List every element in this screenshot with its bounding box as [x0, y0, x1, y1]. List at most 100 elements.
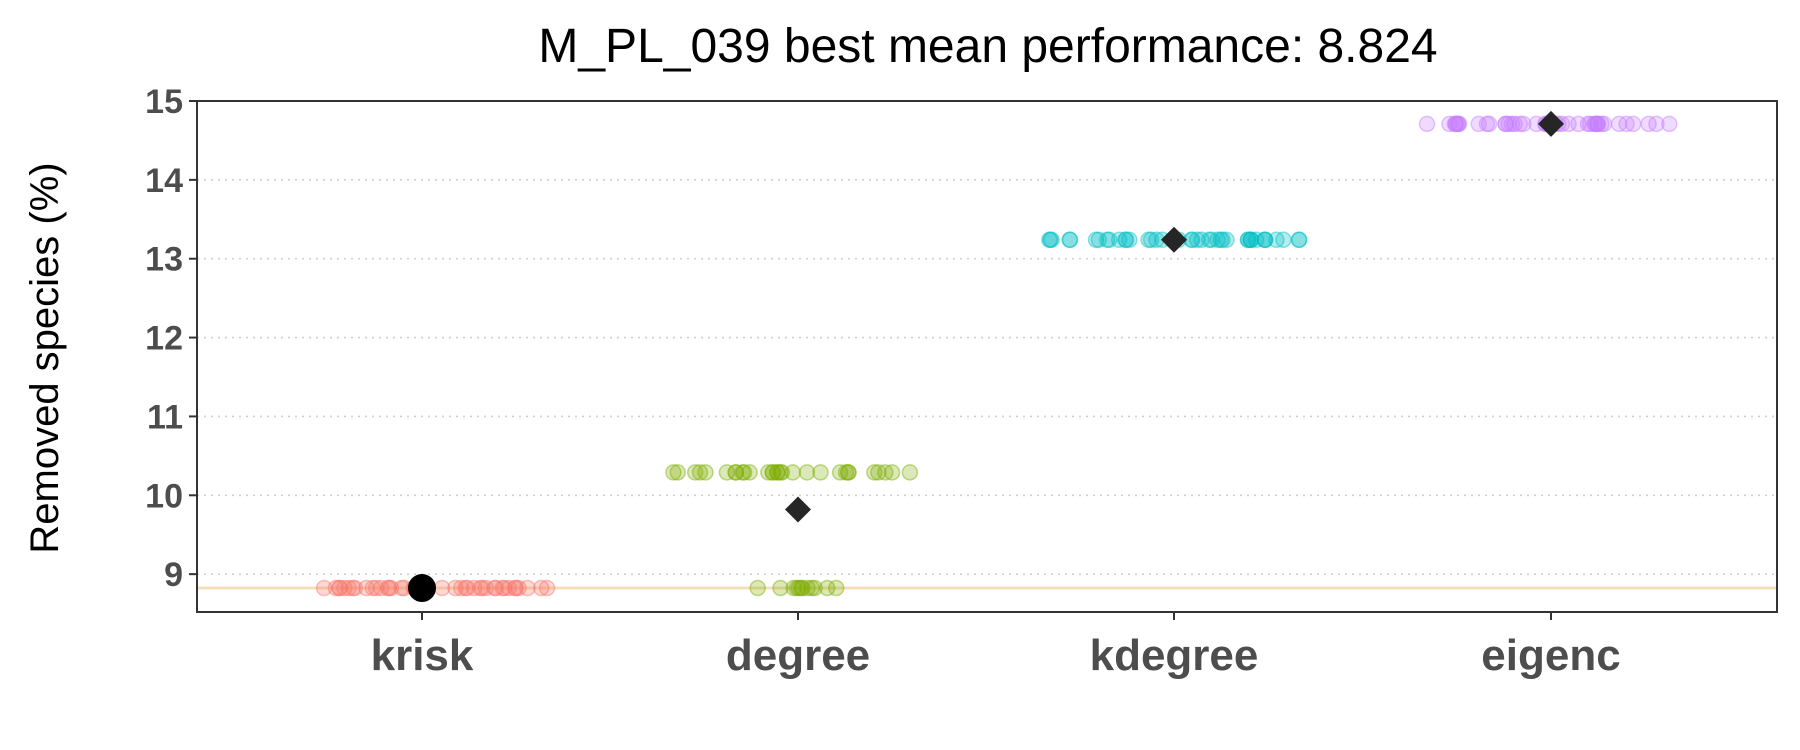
data-point-degree: [790, 579, 808, 597]
data-point-kdegree: [1061, 231, 1078, 249]
data-point-degree: [799, 579, 816, 597]
data-point-eigenc: [1503, 115, 1521, 133]
data-point-krisk: [315, 579, 333, 597]
data-point-degree: [798, 464, 816, 481]
data-point-krisk: [346, 579, 364, 597]
data-point-degree: [764, 464, 781, 481]
data-point-kdegree: [1290, 231, 1308, 249]
data-point-krisk: [382, 579, 400, 597]
y-tick-label: 10: [145, 477, 183, 515]
data-point-kdegree: [1275, 231, 1292, 249]
data-point-krisk: [336, 579, 353, 597]
data-point-krisk: [457, 579, 474, 597]
data-point-eigenc: [1640, 115, 1657, 133]
data-point-krisk: [340, 579, 357, 597]
data-point-eigenc: [1418, 115, 1436, 133]
data-point-degree: [788, 579, 806, 597]
data-point-kdegree: [1140, 231, 1157, 249]
data-point-kdegree: [1200, 231, 1218, 249]
data-point-eigenc: [1447, 115, 1465, 133]
data-point-krisk: [532, 579, 550, 597]
data-point-eigenc: [1588, 115, 1606, 133]
gridlines: [197, 100, 1777, 575]
data-point-eigenc: [1441, 115, 1458, 133]
data-point-degree: [812, 464, 829, 481]
mean-marker-eigenc: [1538, 110, 1564, 137]
data-point-kdegree: [1247, 231, 1265, 249]
data-point-eigenc: [1447, 115, 1464, 133]
data-point-degree: [827, 579, 845, 597]
y-tick-label: 13: [145, 241, 183, 279]
data-point-kdegree: [1256, 231, 1274, 249]
data-point-eigenc: [1497, 115, 1515, 133]
data-point-krisk: [364, 579, 382, 597]
data-point-eigenc: [1570, 115, 1587, 133]
data-point-eigenc: [1511, 115, 1529, 133]
data-point-krisk: [358, 579, 375, 597]
data-point-krisk: [472, 579, 489, 597]
data-point-degree: [727, 464, 745, 481]
data-point-krisk: [447, 579, 464, 597]
mean-markers: [408, 110, 1564, 603]
data-point-kdegree: [1239, 231, 1257, 249]
data-point-degree: [818, 579, 836, 597]
data-point-eigenc: [1593, 115, 1610, 133]
data-point-degree: [760, 464, 777, 481]
data-point-eigenc: [1515, 115, 1532, 133]
data-point-krisk: [458, 579, 476, 597]
mean-marker-kdegree: [1161, 226, 1187, 253]
data-point-kdegree: [1121, 231, 1138, 249]
y-axis: 9 10 11 12 13 14 15: [145, 83, 197, 594]
data-point-krisk: [538, 579, 556, 597]
chart-title: M_PL_039 best mean performance: 8.824: [538, 20, 1437, 73]
data-point-degree: [749, 579, 766, 597]
data-point-eigenc: [1480, 115, 1498, 133]
data-point-kdegree: [1061, 231, 1079, 249]
y-tick-label: 11: [147, 398, 183, 436]
data-point-kdegree: [1188, 231, 1206, 249]
data-point-kdegree: [1203, 231, 1220, 249]
data-point-eigenc: [1449, 115, 1467, 133]
data-point-eigenc: [1470, 115, 1487, 133]
data-point-degree: [837, 464, 855, 481]
data-point-kdegree: [1257, 231, 1274, 249]
data-point-kdegree: [1268, 231, 1285, 249]
data-point-eigenc: [1446, 115, 1464, 133]
data-point-krisk: [477, 579, 495, 597]
data-point-eigenc: [1661, 115, 1678, 133]
data-point-eigenc: [1581, 115, 1599, 133]
data-point-eigenc: [1648, 115, 1665, 133]
data-point-krisk: [452, 579, 470, 597]
y-tick-label: 14: [145, 162, 183, 200]
data-point-degree: [769, 464, 786, 481]
data-point-krisk: [433, 579, 451, 597]
data-point-krisk: [507, 579, 524, 597]
data-point-degree: [735, 464, 753, 481]
y-tick-label: 15: [145, 83, 183, 121]
data-point-kdegree: [1110, 231, 1128, 249]
data-point-degree: [764, 464, 782, 481]
data-point-krisk: [500, 579, 517, 597]
data-point-degree: [741, 464, 758, 481]
data-point-krisk: [372, 579, 390, 597]
x-tick-label: eigenc: [1481, 631, 1620, 680]
x-tick-label: kdegree: [1090, 631, 1259, 680]
data-point-degree: [792, 579, 810, 597]
data-point-kdegree: [1256, 231, 1273, 249]
data-point-degree: [665, 464, 682, 481]
data-point-eigenc: [1500, 115, 1517, 133]
data-point-kdegree: [1117, 231, 1135, 249]
data-point-eigenc: [1589, 115, 1606, 133]
data-point-krisk: [510, 579, 527, 597]
data-point-kdegree: [1291, 231, 1308, 249]
data-point-degree: [769, 464, 786, 481]
data-point-kdegree: [1098, 231, 1116, 249]
data-point-degree: [883, 464, 901, 481]
data-point-degree: [718, 464, 736, 481]
data-point-eigenc: [1586, 115, 1603, 133]
data-point-degree: [772, 579, 789, 597]
data-point-degree: [806, 579, 823, 597]
plot-border: [196, 100, 1778, 613]
data-point-kdegree: [1090, 231, 1108, 249]
data-point-kdegree: [1117, 231, 1134, 249]
